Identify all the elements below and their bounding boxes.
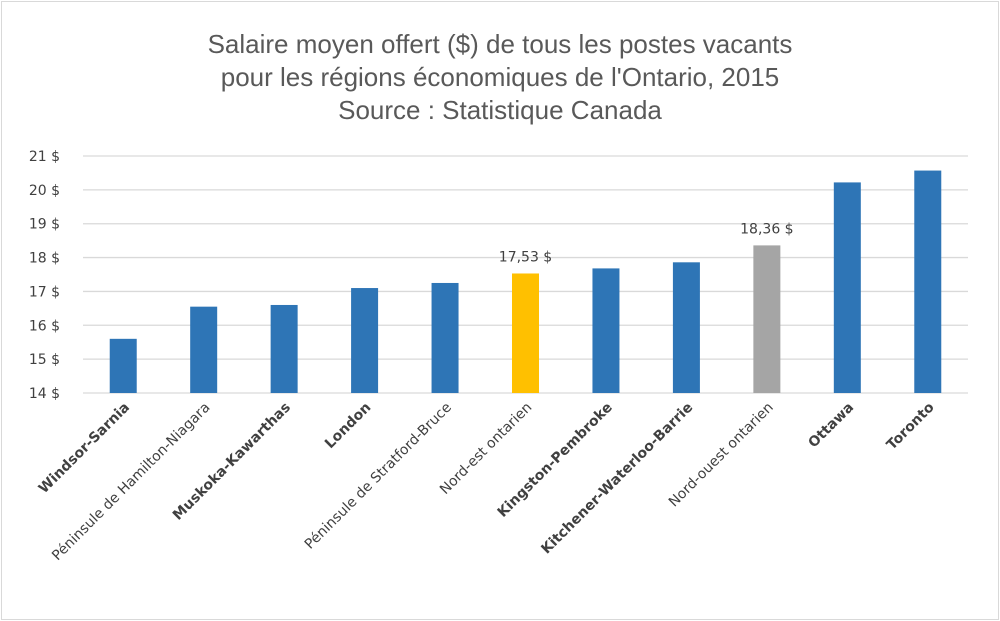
bar	[351, 288, 379, 393]
bar	[753, 245, 781, 393]
y-tick-label: 21 $	[29, 149, 60, 165]
x-tick-label: Kitchener-Waterloo-Barrie	[538, 400, 696, 558]
bar	[190, 306, 218, 393]
x-tick-label: Péninsule de Stratford-Bruce	[302, 400, 455, 553]
bar	[270, 304, 298, 393]
bar	[833, 182, 861, 393]
x-tick-label: Toronto	[884, 399, 938, 453]
y-tick-label: 14 $	[29, 386, 60, 402]
data-label: 18,36 $	[740, 221, 793, 237]
chart-title: Salaire moyen offert ($) de tous les pos…	[0, 28, 1000, 127]
y-tick-label: 16 $	[29, 318, 60, 334]
chart-title-line-3: Source : Statistique Canada	[338, 95, 662, 125]
bar	[431, 282, 459, 393]
bar	[592, 268, 620, 393]
y-tick-label: 20 $	[29, 183, 60, 199]
y-tick-label: 17 $	[29, 284, 60, 300]
x-tick-label: Ottawa	[805, 400, 857, 452]
bar	[914, 170, 942, 393]
y-tick-label: 18 $	[29, 251, 60, 267]
y-tick-label: 15 $	[29, 352, 60, 368]
bar	[672, 262, 700, 393]
x-tick-label: Péninsule de Hamilton-Niagara	[49, 400, 213, 564]
y-tick-label: 19 $	[29, 217, 60, 233]
x-tick-label: London	[322, 400, 374, 452]
chart-title-line-1: Salaire moyen offert ($) de tous les pos…	[207, 29, 793, 59]
data-label: 17,53 $	[499, 249, 552, 265]
chart-title-line-2: pour les régions économiques de l'Ontari…	[220, 62, 780, 92]
bar	[512, 273, 539, 393]
bar	[109, 338, 137, 393]
